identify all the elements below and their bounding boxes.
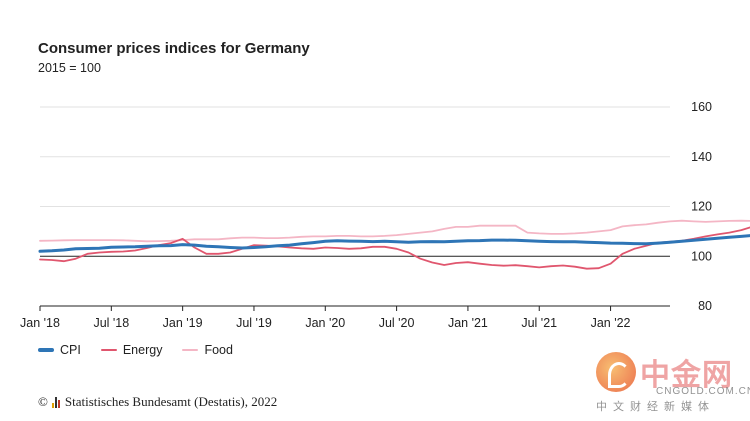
source-credit: © Statistisches Bundesamt (Destatis), 20… xyxy=(38,394,277,410)
y-tick-label-100: 100 xyxy=(691,249,712,263)
legend-swatch-cpi xyxy=(38,348,54,352)
x-tick-label-5: Jul '20 xyxy=(379,316,415,330)
legend-label-food: Food xyxy=(204,343,233,357)
series-line-cpi xyxy=(38,234,750,253)
legend-label-energy: Energy xyxy=(122,343,163,357)
watermark-cn-text: 中金网 xyxy=(640,358,733,393)
grid-layer xyxy=(40,106,670,257)
chart-subtitle: 2015 = 100 xyxy=(38,61,101,75)
x-tick-label-6: Jan '21 xyxy=(448,316,488,330)
x-tick-label-7: Jul '21 xyxy=(521,316,557,330)
x-tick-label-0: Jan '18 xyxy=(20,316,60,330)
y-tick-label-120: 120 xyxy=(691,200,712,214)
legend-swatch-energy xyxy=(100,349,117,351)
watermark: 中金网 CNGOLD.COM.CN 中文财经新媒体 xyxy=(590,348,750,418)
source-text: Statistisches Bundesamt (Destatis), 2022 xyxy=(64,394,278,409)
legend-item-food: Food xyxy=(182,343,233,357)
y-tick-label-140: 140 xyxy=(691,150,712,164)
x-tick-label-4: Jan '20 xyxy=(305,316,345,330)
legend-swatch-food xyxy=(182,349,199,351)
series-layer xyxy=(38,219,750,270)
watermark-logo-icon xyxy=(596,352,636,392)
series-line-food xyxy=(39,219,750,243)
x-tick-label-3: Jul '19 xyxy=(236,316,272,330)
legend-item-cpi: CPI xyxy=(38,343,81,357)
y-tick-label-80: 80 xyxy=(698,299,712,313)
legend-label-cpi: CPI xyxy=(60,343,81,357)
x-tick-label-2: Jan '19 xyxy=(163,316,203,330)
chart-legend: CPI Energy Food xyxy=(38,343,253,357)
destatis-logo-icon xyxy=(51,396,61,408)
x-tick-label-8: Jan '22 xyxy=(591,316,631,330)
legend-item-energy: Energy xyxy=(100,343,163,357)
y-tick-label-160: 160 xyxy=(691,100,712,114)
chart-title: Consumer prices indices for Germany xyxy=(38,40,310,57)
watermark-sub-text: 中文财经新媒体 xyxy=(596,400,715,413)
copyright-symbol: © xyxy=(38,394,48,409)
x-tick-label-1: Jul '18 xyxy=(93,316,129,330)
axis-layer: 80 100 120 140 160 Jan '18 Jul '18 Jan '19 Jul '… xyxy=(20,100,712,330)
series-line-energy xyxy=(39,226,750,270)
watermark-en-text: CNGOLD.COM.CN xyxy=(656,386,750,397)
